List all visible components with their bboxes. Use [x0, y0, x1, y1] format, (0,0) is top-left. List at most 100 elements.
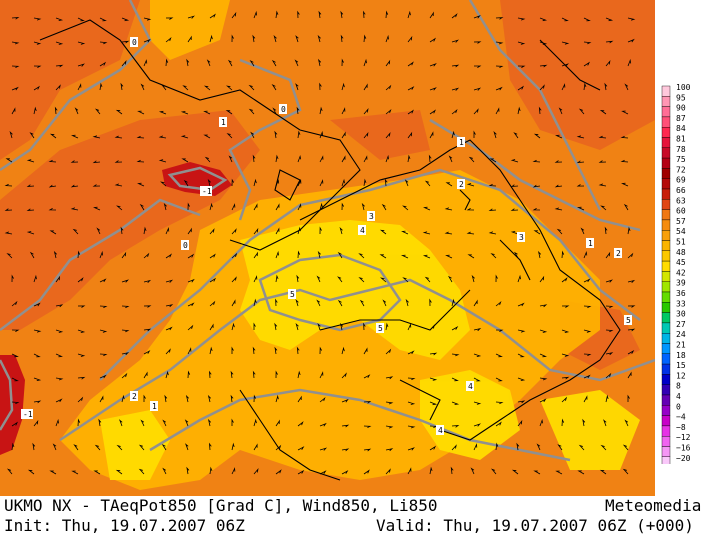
contour-label: 4: [358, 225, 366, 235]
wind-arrow: [583, 395, 588, 403]
wind-arrow: [422, 254, 431, 259]
wind-arrow: [627, 371, 632, 379]
wind-arrow: [209, 466, 213, 475]
legend-swatch: [661, 302, 671, 313]
wind-arrow: [517, 377, 526, 381]
wind-arrow: [231, 322, 235, 331]
wind-arrow: [605, 305, 614, 309]
wind-arrow: [114, 160, 123, 163]
wind-arrow: [558, 107, 563, 115]
wind-arrow: [121, 305, 130, 309]
wind-arrow: [517, 106, 521, 115]
wind-arrow: [473, 423, 481, 427]
wind-arrow: [143, 328, 152, 332]
wind-arrow: [121, 352, 130, 356]
wind-arrow: [448, 155, 453, 163]
wind-arrow: [70, 207, 79, 211]
wind-arrow: [407, 377, 416, 381]
contour-label: 1: [150, 401, 158, 411]
wind-arrow: [231, 34, 234, 43]
wind-arrow: [561, 41, 570, 45]
wind-arrow: [203, 85, 211, 91]
wind-arrow: [317, 323, 321, 331]
wind-arrow: [358, 253, 365, 259]
wind-arrow: [165, 227, 170, 235]
wind-arrow: [143, 17, 152, 21]
wind-arrow: [402, 277, 409, 283]
wind-arrow: [11, 442, 15, 451]
wind-arrow: [162, 467, 167, 475]
wind-arrow: [318, 10, 322, 19]
wind-arrow: [561, 396, 568, 403]
wind-arrow: [4, 183, 13, 187]
wind-arrow: [73, 444, 79, 451]
wind-arrow: [627, 350, 635, 355]
wind-arrow: [317, 34, 321, 43]
wind-arrow: [539, 418, 544, 427]
wind-arrow: [295, 299, 299, 307]
legend-tick-label: 95: [676, 93, 686, 102]
wind-arrow: [11, 377, 19, 382]
wind-arrow: [341, 178, 345, 187]
svg-text:-1: -1: [202, 187, 212, 196]
legend-tick-label: 100: [676, 84, 691, 92]
wind-arrow: [271, 59, 277, 67]
wind-arrow: [11, 16, 20, 20]
wind-arrow: [231, 418, 234, 426]
wind-arrow: [116, 444, 123, 451]
wind-arrow: [407, 86, 415, 91]
legend-tick-label: −16: [676, 444, 691, 453]
wind-arrow: [49, 230, 57, 235]
wind-arrow: [163, 202, 167, 211]
legend-tick-label: 57: [676, 217, 686, 226]
wind-arrow: [158, 110, 167, 115]
wind-arrow: [471, 274, 475, 283]
wind-arrow: [495, 442, 499, 451]
wind-arrow: [358, 277, 365, 283]
wind-arrow: [554, 184, 563, 188]
wind-arrow: [385, 108, 392, 115]
wind-arrow: [385, 448, 394, 452]
wind-arrow: [341, 155, 346, 163]
legend-swatch: [661, 250, 671, 262]
wind-arrow: [33, 274, 37, 283]
wind-arrow: [99, 374, 107, 379]
wind-arrow: [297, 250, 301, 259]
wind-arrow: [297, 421, 304, 427]
wind-arrow: [341, 448, 350, 452]
wind-arrow: [517, 329, 526, 333]
wind-arrow: [29, 132, 35, 139]
wind-arrow: [27, 469, 35, 475]
wind-arrow: [363, 83, 368, 91]
wind-arrow: [576, 135, 585, 139]
wind-arrow: [341, 58, 344, 67]
wind-arrow: [337, 299, 343, 307]
wind-arrow: [231, 252, 238, 259]
legend-swatch: [661, 106, 671, 118]
wind-arrow: [137, 182, 145, 187]
wind-arrow: [165, 370, 169, 379]
wind-arrow: [363, 425, 372, 429]
wind-arrow: [384, 178, 388, 187]
wind-arrow: [599, 109, 607, 115]
wind-arrow: [143, 226, 147, 235]
wind-arrow: [114, 135, 123, 139]
wind-arrow: [407, 154, 411, 163]
legend-tick-label: −12: [676, 433, 691, 442]
legend-swatch: [661, 353, 671, 365]
legend-tick-label: 81: [676, 135, 686, 144]
legend-swatch: [661, 178, 671, 190]
wind-arrow: [517, 41, 526, 45]
wind-arrow: [473, 443, 478, 451]
wind-arrow: [429, 62, 437, 67]
svg-text:1: 1: [588, 239, 593, 248]
contour-label: -1: [21, 409, 33, 419]
wind-arrow: [605, 17, 614, 22]
wind-arrow: [317, 250, 321, 259]
wind-arrow: [253, 468, 259, 475]
wind-arrow: [231, 467, 236, 475]
wind-arrow: [9, 131, 13, 139]
wind-arrow: [363, 469, 370, 475]
wind-arrow: [554, 160, 563, 163]
wind-arrow: [561, 418, 565, 427]
